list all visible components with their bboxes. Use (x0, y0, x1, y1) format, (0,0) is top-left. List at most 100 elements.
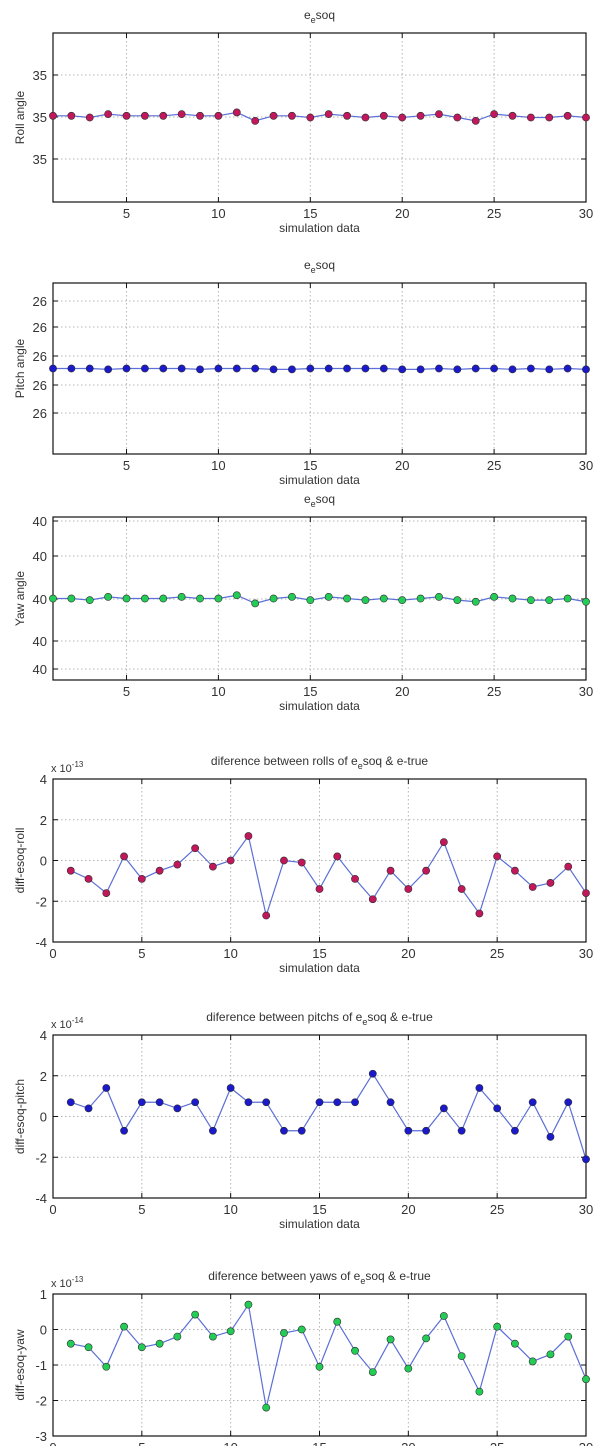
data-point (262, 1098, 271, 1107)
data-point (582, 113, 590, 122)
data-point (84, 1104, 93, 1113)
data-point (453, 113, 462, 122)
data-point (404, 1364, 413, 1373)
data-point (457, 1126, 466, 1135)
data-point (251, 364, 260, 373)
x-tick-label: 10 (223, 946, 237, 961)
data-point (122, 594, 131, 603)
data-point (191, 1098, 200, 1107)
data-point (120, 1126, 128, 1135)
data-point (379, 364, 388, 373)
data-point (435, 592, 443, 601)
data-point (251, 599, 260, 608)
data-point (582, 1375, 590, 1384)
x-axis-label: simulation data (279, 1217, 360, 1231)
x-tick-label: 10 (223, 1202, 237, 1217)
x-tick-label: 30 (579, 946, 593, 961)
data-point (528, 1098, 537, 1107)
data-point (159, 594, 168, 603)
data-point (398, 365, 407, 374)
data-point (475, 1387, 484, 1396)
data-point (404, 885, 413, 893)
data-point (422, 1126, 430, 1135)
data-point (457, 885, 466, 893)
data-point (104, 592, 113, 601)
y-tick-label: -4 (35, 935, 47, 950)
y-tick-label: 26 (33, 294, 47, 309)
x-tick-label: 25 (490, 1202, 504, 1217)
data-point (102, 1084, 111, 1092)
data-point (297, 1126, 306, 1135)
data-point (226, 856, 235, 865)
data-point (379, 111, 388, 120)
x-tick-label: 15 (303, 684, 317, 699)
x-tick-label: 5 (138, 1440, 145, 1446)
data-point (351, 1098, 359, 1107)
data-point (368, 1069, 377, 1078)
data-point (490, 364, 499, 373)
chart-title: diference between pitchs of eesoq & e-tr… (206, 1010, 433, 1027)
data-point (422, 1334, 430, 1343)
data-point (493, 1322, 502, 1331)
data-point (280, 856, 288, 865)
x-tick-label: 25 (487, 458, 501, 473)
data-point (508, 594, 517, 603)
data-point (297, 1325, 306, 1334)
x-axis-label: simulation data (279, 221, 360, 235)
y-tick-label: -2 (35, 1150, 47, 1165)
data-point (140, 364, 149, 373)
data-point (155, 866, 164, 875)
x-tick-label: 15 (303, 206, 317, 221)
data-point (66, 1339, 75, 1348)
data-point (208, 862, 217, 871)
data-point (315, 1098, 324, 1107)
x-tick-label: 30 (579, 1202, 593, 1217)
chart-title: eesoq (304, 492, 335, 509)
data-point (104, 365, 113, 374)
y-tick-label: 35 (33, 110, 47, 125)
chart-title: diference between yaws of eesoq & e-true (208, 1269, 431, 1286)
data-point (439, 838, 448, 847)
y-tick-label: 2 (40, 813, 47, 828)
data-point (173, 1332, 182, 1341)
data-point (208, 1126, 217, 1135)
data-point (262, 1403, 271, 1412)
data-point (102, 889, 111, 897)
y-exponent-label: x 10-13 (51, 760, 84, 775)
data-point (104, 110, 113, 119)
data-point (563, 364, 572, 373)
chart-panel-2: 5 10 15 20 25 30 26 26 26 26 26 eesoq simulation dat… (13, 258, 593, 487)
data-point (404, 1126, 413, 1135)
data-point (244, 832, 253, 840)
data-point (155, 1098, 164, 1107)
y-tick-label: 26 (33, 378, 47, 393)
data-point (333, 852, 342, 861)
x-tick-label: 20 (401, 1202, 415, 1217)
data-point (306, 364, 315, 373)
data-point (196, 594, 204, 603)
data-point (140, 594, 149, 603)
data-point (508, 365, 517, 374)
data-point (85, 364, 94, 373)
data-point (379, 594, 388, 603)
data-point (177, 592, 186, 601)
data-point (511, 1339, 519, 1348)
data-point (137, 874, 146, 883)
y-exponent-label: x 10-14 (51, 1016, 84, 1031)
y-tick-label: 35 (33, 68, 47, 83)
y-exponent-label: x 10-13 (51, 1275, 84, 1290)
data-point (528, 1357, 537, 1366)
x-tick-label: 30 (579, 684, 593, 699)
data-point (333, 1317, 342, 1326)
x-tick-label: 15 (312, 1202, 326, 1217)
data-point (528, 883, 537, 891)
y-tick-label: 40 (33, 514, 47, 529)
data-point (343, 111, 351, 120)
y-axis-label: diff-esoq-yaw (13, 1329, 27, 1400)
chart-title: diference between rolls of eesoq & e-tru… (211, 754, 428, 771)
data-point (49, 111, 57, 120)
data-point (49, 364, 57, 373)
data-point (471, 116, 480, 125)
y-tick-label: 1 (40, 1287, 47, 1302)
